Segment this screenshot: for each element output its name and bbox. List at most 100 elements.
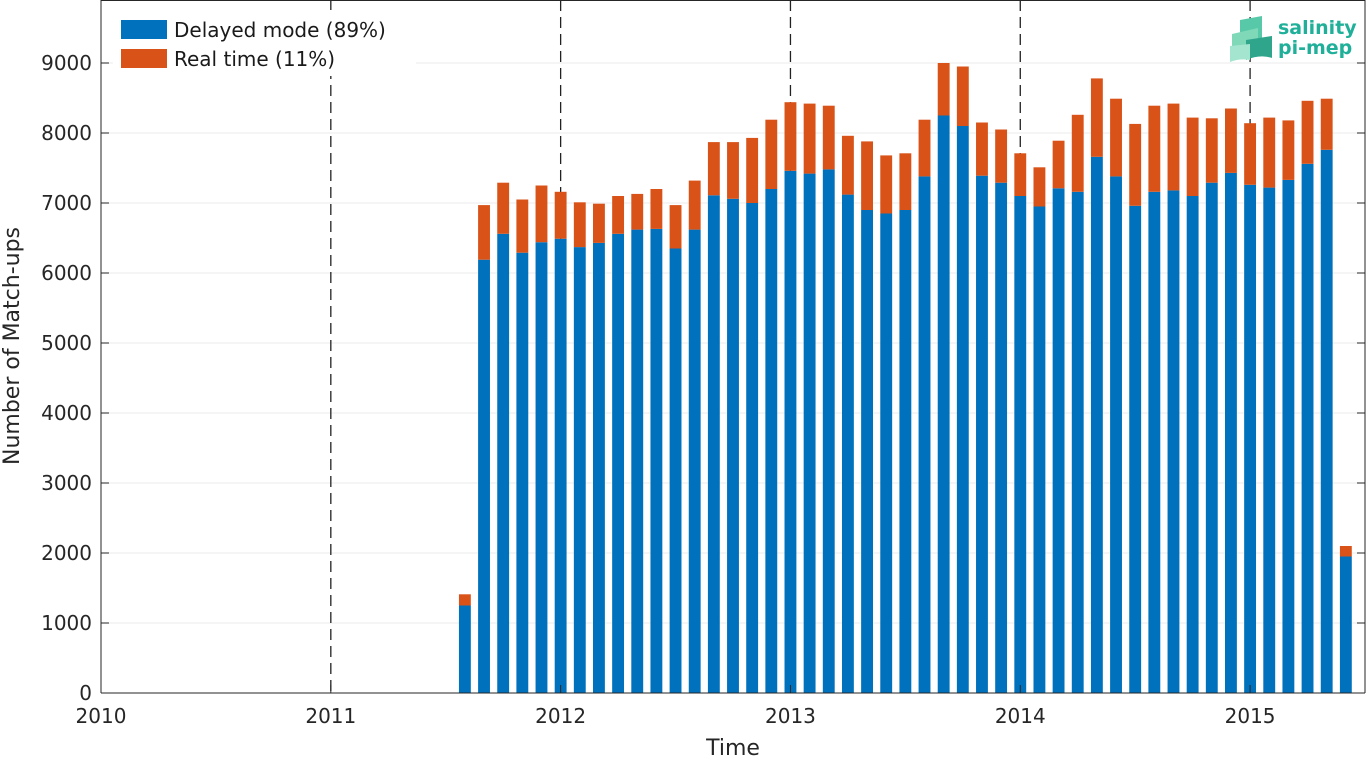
bar-delayed-mode xyxy=(612,233,625,694)
bar-real-time xyxy=(822,105,835,170)
bar-delayed-mode xyxy=(458,605,471,693)
y-tick-label: 6000 xyxy=(41,261,92,285)
bar-delayed-mode xyxy=(1129,205,1142,694)
bar-real-time xyxy=(880,155,893,214)
bar-real-time xyxy=(956,66,969,126)
bar-real-time xyxy=(1225,108,1237,173)
bar-real-time xyxy=(1033,167,1046,207)
bar-delayed-mode xyxy=(1301,163,1314,694)
bar-real-time xyxy=(1263,117,1276,188)
bar-real-time xyxy=(573,202,586,248)
wave-logo-icon xyxy=(1230,16,1272,62)
bar-real-time xyxy=(554,191,567,239)
bar-delayed-mode xyxy=(497,233,510,694)
bar-delayed-mode xyxy=(1282,179,1295,693)
bar-real-time xyxy=(1071,114,1084,192)
bar-delayed-mode xyxy=(1320,149,1333,694)
legend-label-realtime: Real time (11%) xyxy=(174,47,335,71)
bar-real-time xyxy=(861,141,873,210)
bar-delayed-mode xyxy=(880,213,893,693)
bar-delayed-mode xyxy=(841,194,854,693)
bar-real-time xyxy=(937,63,950,116)
bar-delayed-mode xyxy=(861,210,873,693)
y-tick-label: 7000 xyxy=(41,191,92,215)
bar-real-time xyxy=(707,142,720,196)
bar-real-time xyxy=(765,119,778,189)
bar-delayed-mode xyxy=(1033,206,1046,693)
bar-real-time xyxy=(669,205,682,249)
logo-text-pi-mep: pi-mep xyxy=(1278,37,1352,59)
bar-real-time xyxy=(612,196,625,234)
bar-real-time xyxy=(1110,98,1122,177)
bar-real-time xyxy=(746,137,759,203)
bar-delayed-mode xyxy=(478,259,490,693)
bar-delayed-mode xyxy=(1225,172,1237,693)
bar-real-time xyxy=(1186,117,1199,196)
bar-real-time xyxy=(478,205,490,260)
bars xyxy=(458,63,1352,694)
bar-real-time xyxy=(803,103,816,174)
bar-delayed-mode xyxy=(573,247,586,693)
logo-text-salinity: salinity xyxy=(1278,17,1357,39)
bar-delayed-mode xyxy=(1014,196,1027,693)
bar-delayed-mode xyxy=(1167,190,1180,693)
bar-delayed-mode xyxy=(784,170,797,694)
bar-delayed-mode xyxy=(554,238,567,693)
bar-delayed-mode xyxy=(918,176,931,693)
bar-delayed-mode xyxy=(593,242,605,693)
bar-delayed-mode xyxy=(995,182,1008,693)
bar-delayed-mode xyxy=(937,115,950,693)
bar-real-time xyxy=(1129,123,1142,206)
y-tick-label: 8000 xyxy=(41,121,92,145)
bar-delayed-mode xyxy=(1244,184,1257,694)
bar-real-time xyxy=(1167,103,1180,191)
bar-real-time xyxy=(1339,546,1352,557)
bar-real-time xyxy=(688,180,701,230)
bar-real-time xyxy=(976,122,988,176)
x-tick-label: 2010 xyxy=(76,704,127,728)
legend-swatch-realtime xyxy=(121,49,167,68)
bar-real-time xyxy=(650,189,663,229)
legend-swatch-delayed xyxy=(121,20,167,39)
x-tick-label: 2012 xyxy=(535,704,586,728)
bar-delayed-mode xyxy=(1090,156,1103,694)
bar-delayed-mode xyxy=(650,228,663,693)
bar-real-time xyxy=(1148,105,1161,192)
bar-delayed-mode xyxy=(1263,187,1276,693)
bar-real-time xyxy=(458,594,471,606)
x-tick-label: 2013 xyxy=(765,704,816,728)
bar-delayed-mode xyxy=(535,242,548,693)
y-tick-label: 9000 xyxy=(41,51,92,75)
y-tick-label: 1000 xyxy=(41,611,92,635)
x-tick-label: 2011 xyxy=(305,704,356,728)
y-tick-label: 2000 xyxy=(41,541,92,565)
bar-real-time xyxy=(516,199,529,253)
bar-delayed-mode xyxy=(822,169,835,693)
salinity-pi-mep-logo: salinity pi-mep xyxy=(1230,16,1357,62)
y-tick-label: 4000 xyxy=(41,401,92,425)
x-tick-label: 2015 xyxy=(1225,704,1276,728)
bar-delayed-mode xyxy=(746,203,759,693)
bar-real-time xyxy=(841,135,854,195)
bar-real-time xyxy=(631,193,644,230)
bar-delayed-mode xyxy=(765,189,778,693)
bar-real-time xyxy=(1090,78,1103,157)
bar-real-time xyxy=(918,119,931,177)
axes: 0 1000 2000 3000 4000 5000 6000 7000 8000 9000 201… xyxy=(41,0,1366,728)
x-axis-title: Time xyxy=(705,736,760,758)
bar-delayed-mode xyxy=(803,173,816,694)
bar-real-time xyxy=(899,153,912,210)
bar-real-time xyxy=(995,129,1008,183)
bar-real-time xyxy=(1301,100,1314,164)
bar-delayed-mode xyxy=(976,175,988,693)
legend: Delayed mode (89%) Real time (11%) xyxy=(113,10,416,76)
bar-real-time xyxy=(1244,123,1257,185)
bar-delayed-mode xyxy=(1205,182,1218,693)
bar-delayed-mode xyxy=(956,126,969,693)
bar-delayed-mode xyxy=(899,210,912,693)
x-tick-label: 2014 xyxy=(995,704,1046,728)
legend-label-delayed: Delayed mode (89%) xyxy=(174,18,386,42)
y-tick-label: 0 xyxy=(79,681,92,705)
bar-real-time xyxy=(593,203,605,243)
